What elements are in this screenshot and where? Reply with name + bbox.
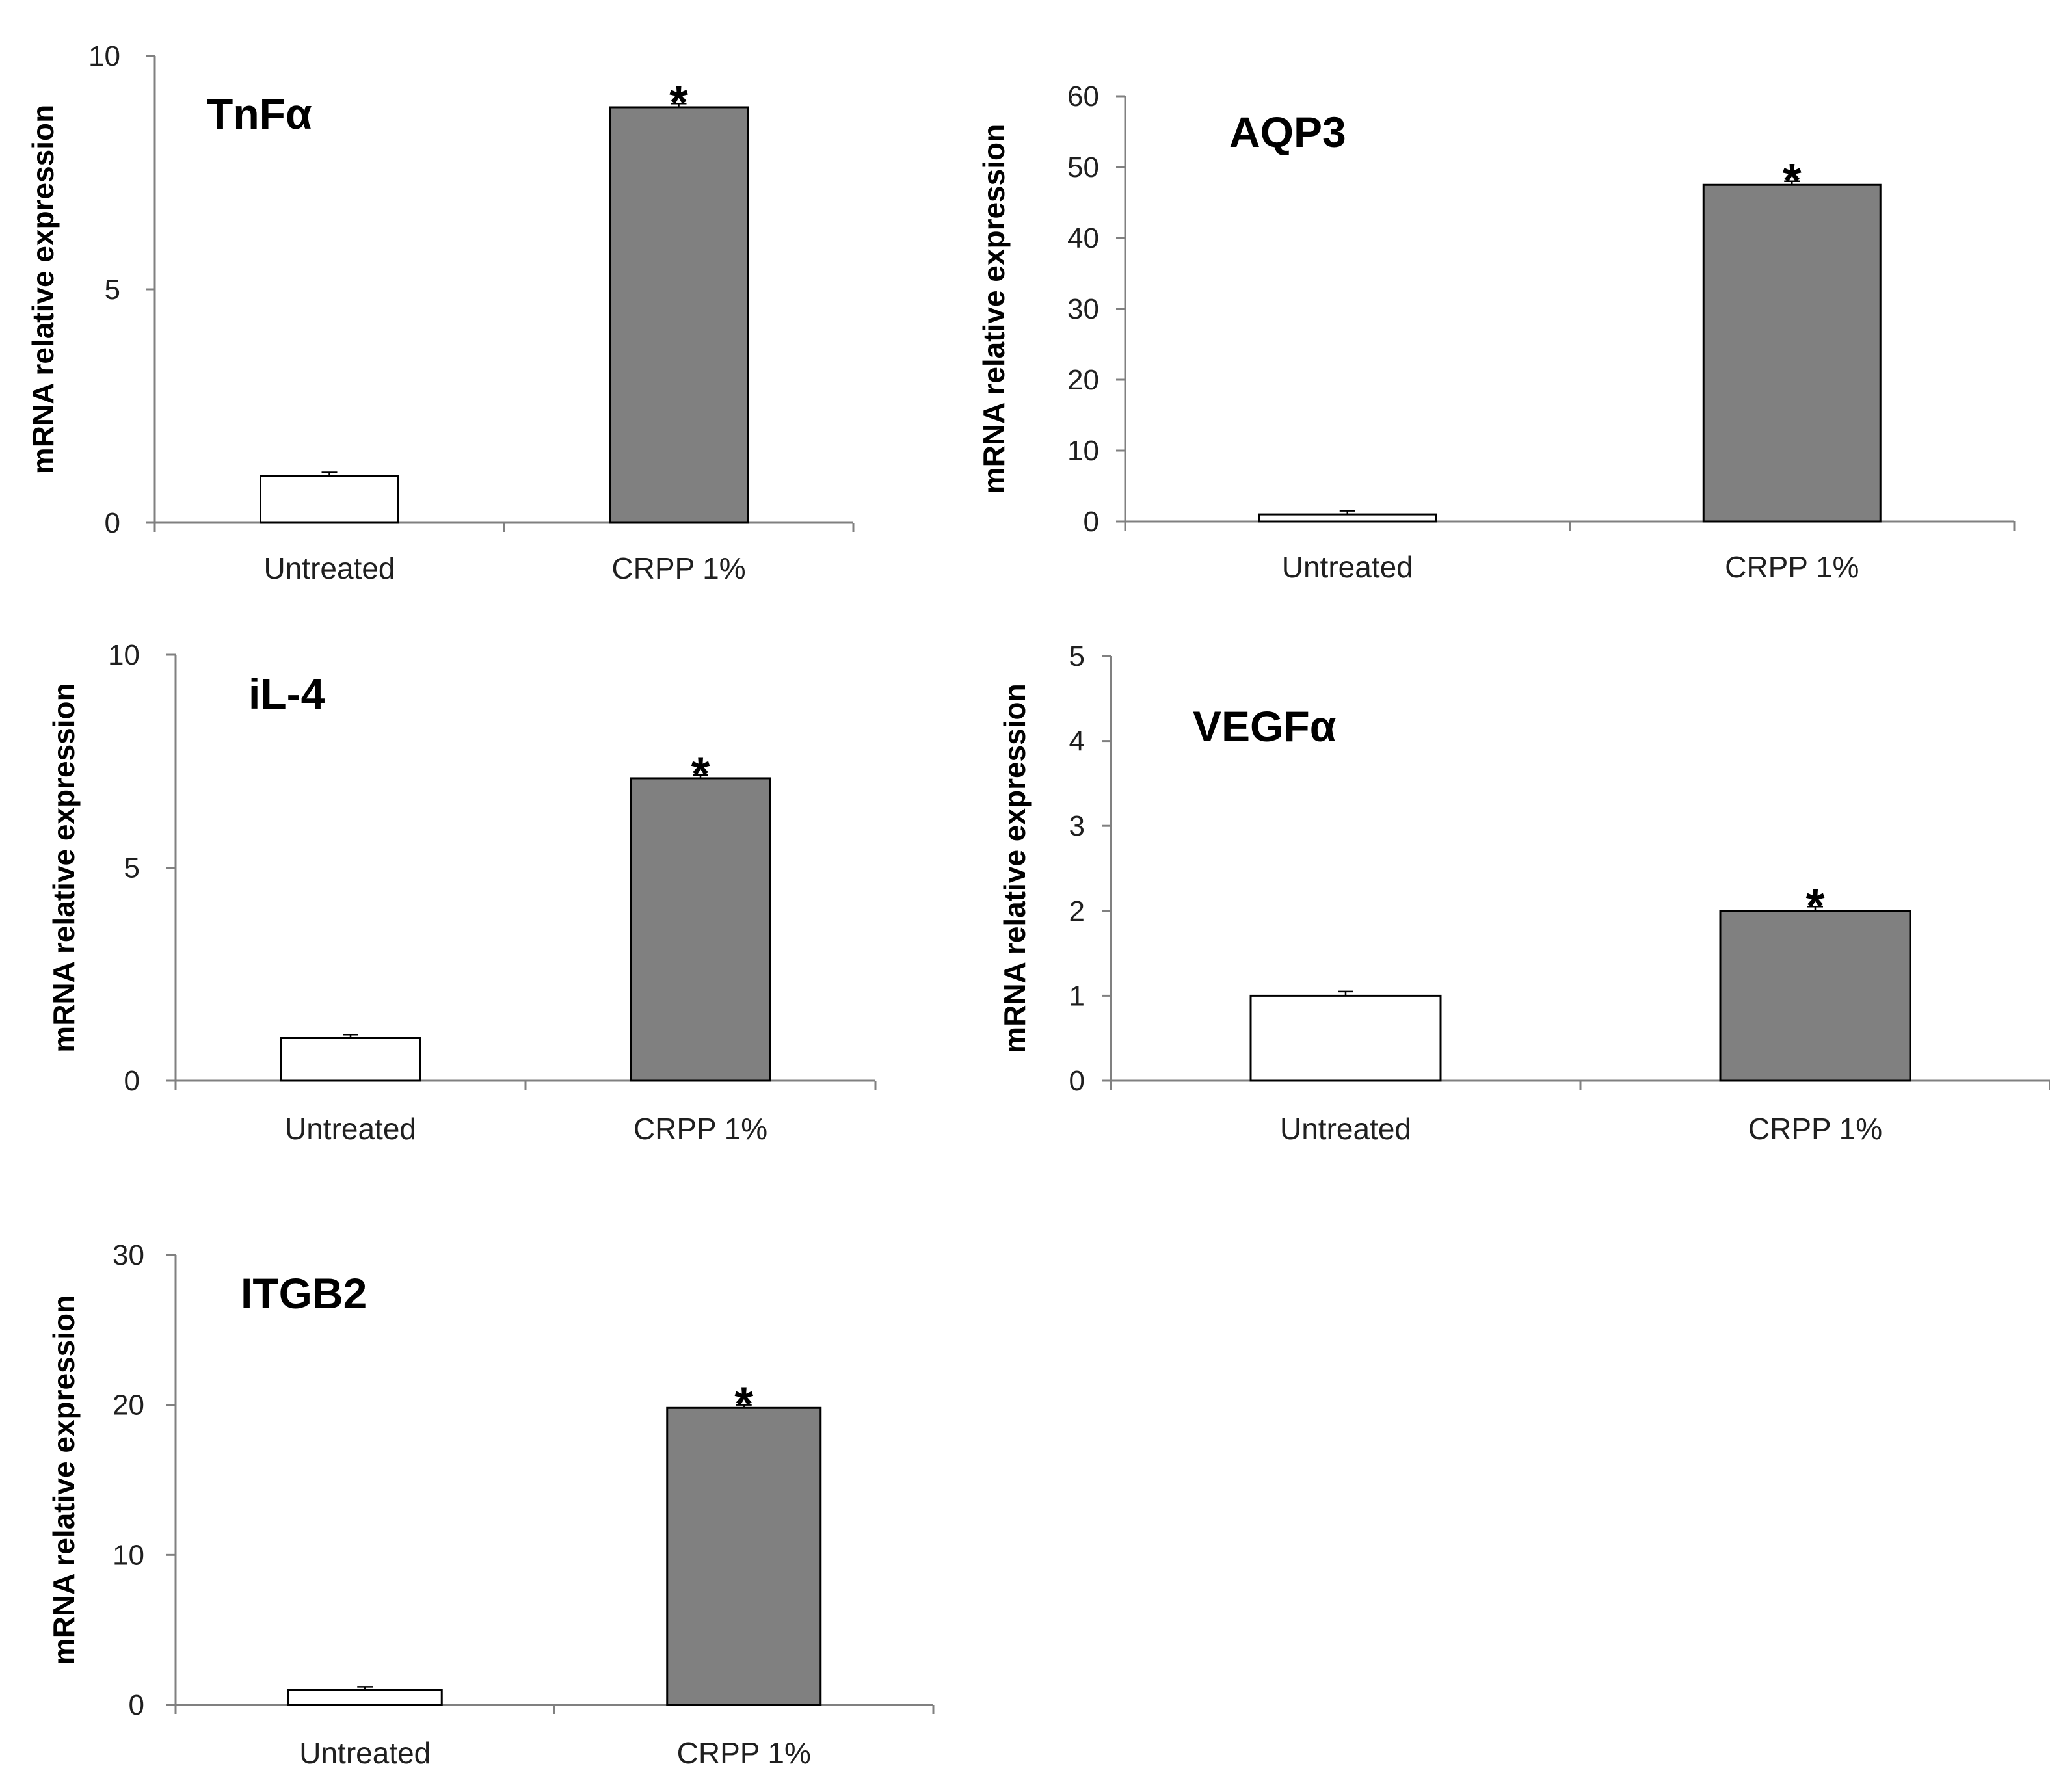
y-tick-label: 5 xyxy=(105,274,120,306)
y-tick-label: 60 xyxy=(1067,81,1099,112)
y-tick-label: 30 xyxy=(1067,293,1099,325)
bar-untreated xyxy=(287,1689,443,1706)
panel-2: 0 10 20 30 40 50 60 Untreated * CRPP 1% AQP3 mRNA r… xyxy=(977,81,2016,584)
panel-title: iL-4 xyxy=(248,670,325,718)
y-tick-label: 3 xyxy=(1069,810,1085,842)
bar-crpp xyxy=(1719,910,1911,1082)
y-tick-label: 50 xyxy=(1067,152,1099,183)
category-label: CRPP 1% xyxy=(677,1736,811,1770)
category-label: Untreated xyxy=(1280,1112,1411,1146)
significance-marker: * xyxy=(669,75,688,129)
category-label: CRPP 1% xyxy=(1748,1112,1882,1146)
y-tick-label: 0 xyxy=(124,1065,140,1097)
significance-marker: * xyxy=(1806,878,1825,932)
y-axis-label: mRNA relative expression xyxy=(977,124,1011,494)
bar-untreated xyxy=(260,475,399,524)
category-label: CRPP 1% xyxy=(633,1112,767,1146)
significance-marker: * xyxy=(691,747,710,801)
y-axis-label: mRNA relative expression xyxy=(998,683,1032,1053)
y-tick-label: 20 xyxy=(113,1390,144,1421)
panel-title: VEGFα xyxy=(1193,702,1336,750)
y-tick-label: 4 xyxy=(1069,726,1085,758)
category-label: Untreated xyxy=(299,1736,431,1770)
y-axis-label: mRNA relative expression xyxy=(26,105,60,474)
panel-1: 0 5 10 Untreated * CRPP 1% TnFα mRNA relative e… xyxy=(26,40,855,585)
y-tick-label: 10 xyxy=(113,1539,144,1571)
panel-title: TnFα xyxy=(207,90,312,138)
y-tick-label: 1 xyxy=(1069,980,1085,1012)
y-tick-label: 0 xyxy=(129,1689,144,1721)
bar-crpp xyxy=(666,1406,822,1706)
y-tick-label: 0 xyxy=(1069,1065,1085,1097)
panel-4: 0 1 2 3 4 5 Untreated * CRPP 1% VEGFα mRNA relativ… xyxy=(998,640,2050,1146)
category-label: CRPP 1% xyxy=(1725,550,1859,584)
y-tick-label: 20 xyxy=(1067,364,1099,396)
bar-untreated xyxy=(1249,994,1442,1082)
y-tick-label: 30 xyxy=(113,1239,144,1271)
y-tick-label: 10 xyxy=(88,40,120,72)
y-tick-label: 2 xyxy=(1069,895,1085,927)
y-axis-label: mRNA relative expression xyxy=(47,1295,81,1665)
y-axis-label: mRNA relative expression xyxy=(47,683,81,1052)
y-tick-label: 0 xyxy=(105,507,120,539)
panel-3: 0 5 10 Untreated * CRPP 1% iL-4 mRNA relative e… xyxy=(47,639,877,1146)
panel-5: 0 10 20 30 Untreated * CRPP 1% ITGB2 mRNA relati… xyxy=(47,1239,935,1770)
bar-untreated xyxy=(280,1037,421,1082)
category-label: Untreated xyxy=(1282,550,1413,584)
significance-marker: * xyxy=(734,1377,753,1431)
significance-marker: * xyxy=(1783,153,1802,207)
y-tick-label: 10 xyxy=(108,639,140,671)
category-label: Untreated xyxy=(263,551,395,585)
y-tick-label: 0 xyxy=(1084,506,1099,538)
category-label: Untreated xyxy=(285,1112,416,1146)
bar-crpp xyxy=(609,106,749,524)
panel-title: ITGB2 xyxy=(241,1269,367,1317)
bar-crpp xyxy=(630,777,771,1082)
y-tick-label: 5 xyxy=(1069,640,1085,672)
bar-untreated xyxy=(1258,513,1437,523)
bar-crpp xyxy=(1702,183,1882,523)
panel-title: AQP3 xyxy=(1229,108,1346,156)
y-tick-label: 10 xyxy=(1067,435,1099,467)
y-tick-label: 40 xyxy=(1067,222,1099,254)
category-label: CRPP 1% xyxy=(611,551,745,585)
y-tick-label: 5 xyxy=(124,852,140,884)
